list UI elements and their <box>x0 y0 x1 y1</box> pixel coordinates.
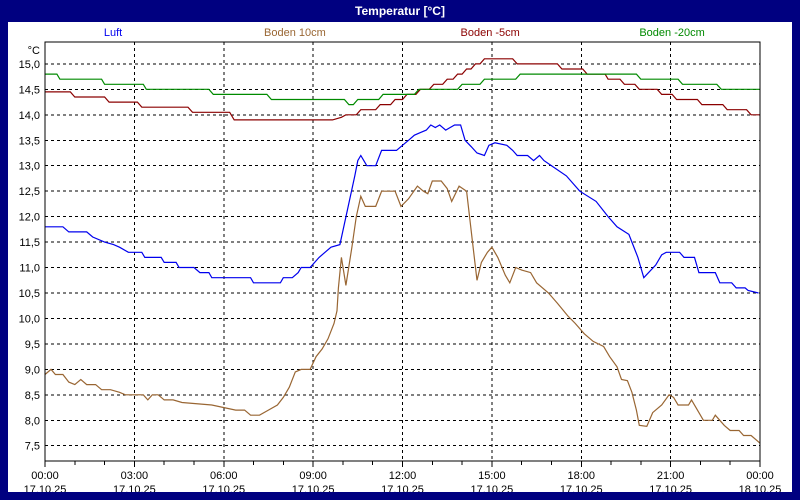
series-boden-5cm <box>45 58 760 121</box>
series-boden-20cm <box>45 73 760 106</box>
x-tick-date-label: 17.10.25 <box>381 484 424 492</box>
y-axis-labels: °C 15,0 14,5 14,0 13,5 13,0 12,5 12,0 11,5 11,0 10… <box>19 45 40 453</box>
x-tick-time-label: 03:00 <box>121 470 149 482</box>
plot-border <box>44 41 761 462</box>
y-tick-label: 11,0 <box>19 263 40 275</box>
y-tick-label: 10,0 <box>19 313 40 325</box>
x-axis: 00:00 17.10.25 03:00 17.10.25 06:00 17.10.25 0… <box>24 461 782 492</box>
x-tick-time-label: 00:00 <box>746 470 774 482</box>
chart-legend: Luft Boden 10cm Boden -5cm Boden -20cm <box>8 27 792 41</box>
series-boden-10cm <box>44 180 761 444</box>
legend-item-boden-5cm: Boden -5cm <box>460 27 520 39</box>
y-tick-label: 15,0 <box>19 59 40 71</box>
y-axis-unit-label: °C <box>28 45 40 57</box>
y-tick-label: 14,5 <box>19 84 40 96</box>
y-tick-label: 8,0 <box>25 415 40 427</box>
series-luft <box>45 124 759 294</box>
legend-item-boden-10cm: Boden 10cm <box>264 27 326 39</box>
y-tick-label: 9,0 <box>25 364 40 376</box>
y-tick-label: 11,5 <box>19 237 40 249</box>
legend-item-boden-20cm: Boden -20cm <box>639 27 705 39</box>
x-tick-time-label: 00:00 <box>31 470 59 482</box>
x-tick-time-label: 15:00 <box>478 470 506 482</box>
y-tick-label: 7,5 <box>25 441 40 453</box>
x-tick-date-label: 17.10.25 <box>470 484 513 492</box>
y-tick-label: 8,5 <box>25 390 40 402</box>
x-tick-time-label: 18:00 <box>567 470 595 482</box>
page-title: Temperatur [°C] <box>355 4 445 18</box>
y-tick-label: 9,5 <box>25 339 40 351</box>
x-tick-date-label: 17.10.25 <box>560 484 603 492</box>
x-tick-time-label: 21:00 <box>657 470 685 482</box>
x-tick-date-label: 17.10.25 <box>649 484 692 492</box>
grid-lines <box>45 42 760 461</box>
x-tick-date-label: 17.10.25 <box>24 484 67 492</box>
y-tick-label: 14,0 <box>19 110 40 122</box>
y-tick-label: 12,5 <box>19 186 40 198</box>
y-tick-label: 13,0 <box>19 161 40 173</box>
x-tick-date-label: 17.10.25 <box>113 484 156 492</box>
x-tick-time-label: 06:00 <box>210 470 238 482</box>
x-tick-date-label: 17.10.25 <box>202 484 245 492</box>
x-tick-date-label: 17.10.25 <box>292 484 335 492</box>
y-tick-label: 13,5 <box>19 135 40 147</box>
y-tick-label: 12,0 <box>19 212 40 224</box>
title-bar: Temperatur [°C] <box>0 0 800 22</box>
x-tick-time-label: 12:00 <box>389 470 417 482</box>
x-tick-time-label: 09:00 <box>299 470 327 482</box>
x-tick-date-label: 18.10.25 <box>739 484 782 492</box>
temperature-line-chart: °C 15,0 14,5 14,0 13,5 13,0 12,5 12,0 11,5 11,0 10… <box>19 41 782 492</box>
chart-panel: Luft Boden 10cm Boden -5cm Boden -20cm °… <box>8 22 792 492</box>
y-tick-label: 10,5 <box>19 288 40 300</box>
legend-item-luft: Luft <box>103 27 123 39</box>
